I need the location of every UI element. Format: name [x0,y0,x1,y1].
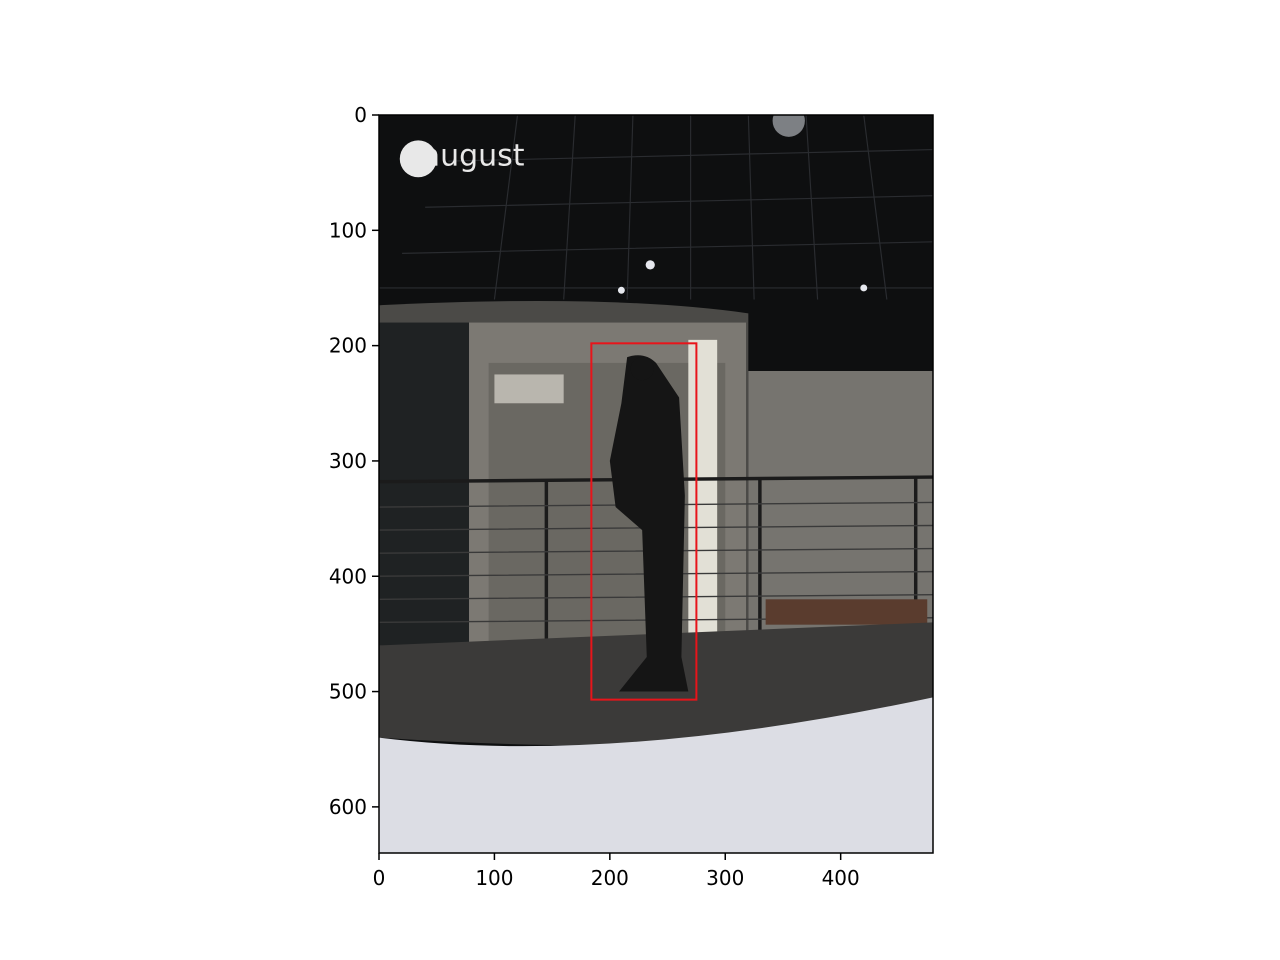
y-tick-label: 0 [354,103,367,127]
y-tick-label: 400 [329,564,367,588]
y-tick-label: 300 [329,449,367,473]
bounding-box [590,342,698,701]
photo: august [379,115,934,853]
x-tick-label: 300 [706,866,744,890]
x-tick-label: 200 [591,866,629,890]
x-tick-label: 400 [822,866,860,890]
x-tick-label: 0 [373,866,386,890]
watermark: august [422,139,525,174]
axes-frame [378,114,934,854]
y-tick-label: 200 [329,334,367,358]
y-tick-label: 100 [329,218,367,242]
y-tick-label: 500 [329,680,367,704]
y-tick-label: 600 [329,795,367,819]
x-tick-label: 100 [475,866,513,890]
